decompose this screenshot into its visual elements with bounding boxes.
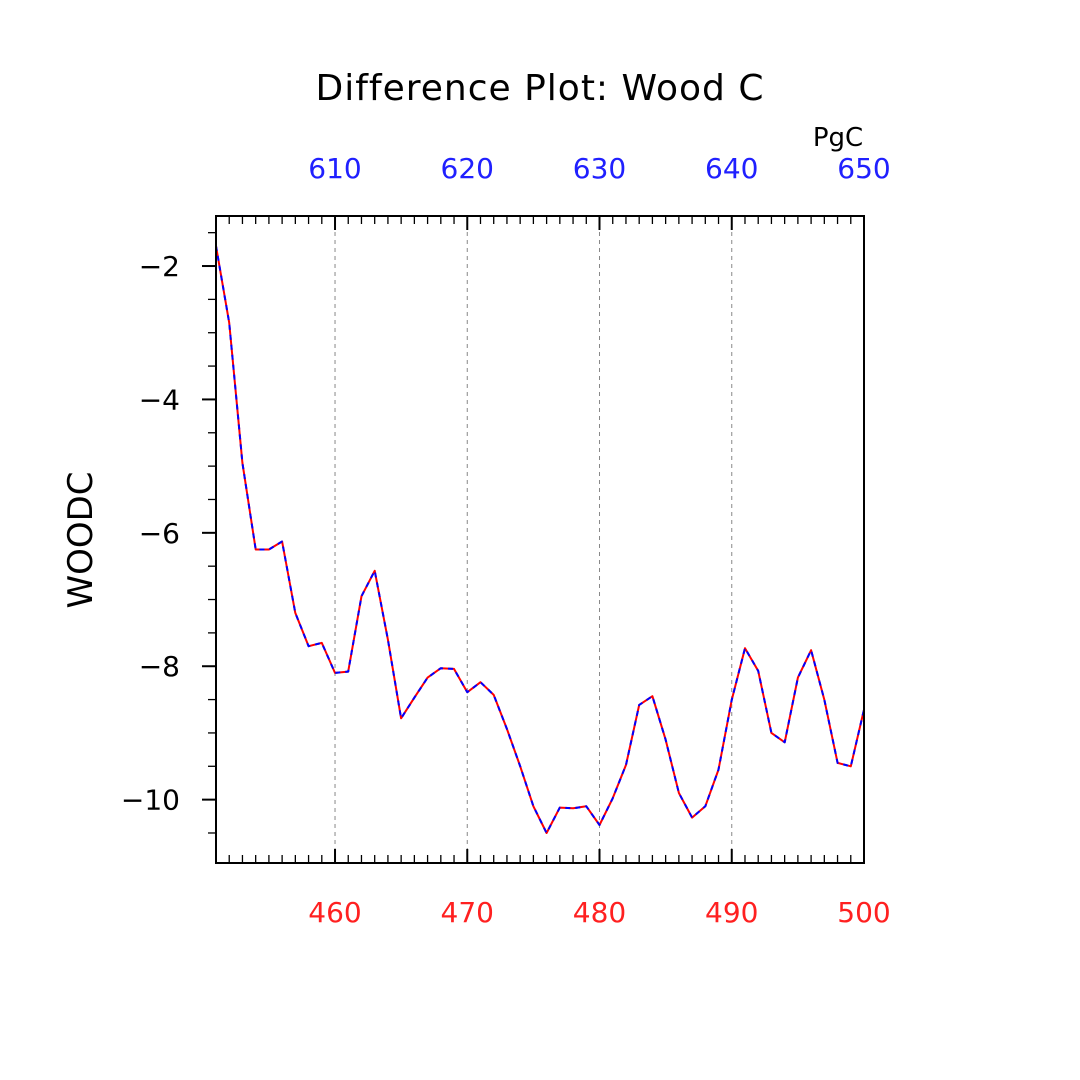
y-tick-label: −4 [139,383,180,416]
series-line-blue-dashed [215,245,865,834]
y-tick-label: −8 [139,650,180,683]
y-tick-label: −6 [139,517,180,550]
y-axis-label: WOODC [61,471,101,608]
y-tick-label: −10 [121,784,180,817]
chart-title: Difference Plot: Wood C [316,68,765,109]
x-tick-label: 490 [705,896,758,929]
top-x-tick-label: 630 [573,152,626,185]
top-x-tick-label: 610 [308,152,361,185]
grid-lines [334,216,733,863]
series-lines [215,245,865,834]
top-x-tick-label: 640 [705,152,758,185]
y-tick-label: −2 [139,250,180,283]
top-axis-unit: PgC [813,123,863,153]
x-tick-label: 470 [441,896,494,929]
tick-labels: 460 470 480 490 500 610 620 630 640 650 −2 −4 −6 −8 −1… [121,152,891,929]
top-x-tick-label: 620 [441,152,494,185]
series-line-red [215,245,865,834]
x-tick-label: 480 [573,896,626,929]
axis-ticks [202,216,865,863]
plot-frame [215,215,865,864]
top-x-tick-label: 650 [837,152,890,185]
x-tick-label: 500 [837,896,890,929]
x-tick-label: 460 [308,896,361,929]
